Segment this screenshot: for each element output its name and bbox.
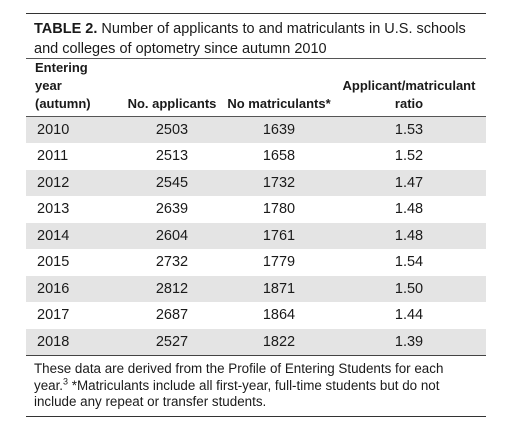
caption-text: Number of applicants to and matriculants… bbox=[34, 21, 466, 57]
matriculants-cell: 1864 bbox=[262, 307, 296, 324]
applicants-cell: 2513 bbox=[155, 148, 189, 165]
ratio-cell: 1.39 bbox=[332, 328, 486, 355]
table-row: 2016 2812 1871 1.50 bbox=[26, 275, 486, 302]
top-rule bbox=[26, 13, 486, 14]
applicants-cell: 2545 bbox=[118, 169, 226, 196]
year-cell: 2013 bbox=[37, 201, 70, 218]
applicants-cell: 2503 bbox=[118, 116, 226, 143]
table-row: 2015 2732 1779 1.54 bbox=[26, 249, 486, 276]
applicants-cell: 2732 bbox=[155, 254, 189, 271]
header-line: Applicant/matriculant bbox=[342, 78, 476, 93]
year-cell: 2014 bbox=[26, 222, 118, 249]
footnote-text: These data are derived from the Profile … bbox=[34, 361, 444, 393]
applicants-cell: 2527 bbox=[118, 328, 226, 355]
ratio-cell: 1.48 bbox=[332, 222, 486, 249]
ratio-cell: 1.48 bbox=[394, 201, 424, 218]
table-row: 2017 2687 1864 1.44 bbox=[26, 302, 486, 329]
caption-rule bbox=[26, 58, 486, 59]
table-caption: TABLE 2. Number of applicants to and mat… bbox=[26, 14, 486, 58]
footnote-reference: 3 bbox=[63, 376, 69, 387]
ratio-cell: 1.54 bbox=[394, 254, 424, 271]
data-table: Entering year (autumn) No. applicants No… bbox=[26, 59, 486, 355]
table-label: TABLE 2. bbox=[34, 21, 98, 37]
header-line: (autumn) bbox=[35, 96, 91, 111]
table-row: 2014 2604 1761 1.48 bbox=[26, 222, 486, 249]
ratio-cell: 1.50 bbox=[332, 275, 486, 302]
header-applicants: No. applicants bbox=[118, 59, 226, 117]
table-footnote: These data are derived from the Profile … bbox=[26, 356, 486, 416]
matriculants-cell: 1822 bbox=[226, 328, 332, 355]
table-figure: TABLE 2. Number of applicants to and mat… bbox=[26, 13, 486, 417]
year-cell: 2010 bbox=[26, 116, 118, 143]
ratio-cell: 1.53 bbox=[332, 116, 486, 143]
header-entering-year: Entering year (autumn) bbox=[26, 59, 118, 117]
header-line: ratio bbox=[394, 96, 424, 111]
header-matriculants: No matriculants* bbox=[226, 59, 332, 117]
matriculants-cell: 1780 bbox=[262, 201, 296, 218]
header-line: No. applicants bbox=[127, 96, 217, 111]
year-cell: 2011 bbox=[37, 148, 69, 165]
header-line: No matriculants* bbox=[227, 96, 331, 111]
matriculants-cell: 1871 bbox=[226, 275, 332, 302]
year-cell: 2012 bbox=[26, 169, 118, 196]
table-row: 2011 2513 1658 1.52 bbox=[26, 143, 486, 170]
year-cell: 2015 bbox=[37, 254, 70, 271]
bottom-rule bbox=[26, 355, 486, 356]
ratio-cell: 1.47 bbox=[332, 169, 486, 196]
matriculants-cell: 1779 bbox=[262, 254, 296, 271]
footnote-text: *Matriculants include all first-year, fu… bbox=[34, 377, 440, 410]
ratio-cell: 1.52 bbox=[394, 148, 424, 165]
applicants-cell: 2687 bbox=[155, 307, 189, 324]
header-line: Entering year bbox=[35, 60, 88, 93]
year-cell: 2018 bbox=[26, 328, 118, 355]
table-row: 2018 2527 1822 1.39 bbox=[26, 328, 486, 355]
ratio-cell: 1.44 bbox=[394, 307, 424, 324]
year-cell: 2017 bbox=[37, 307, 70, 324]
table-row: 2010 2503 1639 1.53 bbox=[26, 116, 486, 143]
applicants-cell: 2812 bbox=[118, 275, 226, 302]
applicants-cell: 2604 bbox=[118, 222, 226, 249]
matriculants-cell: 1658 bbox=[262, 148, 296, 165]
applicants-cell: 2639 bbox=[155, 201, 189, 218]
matriculants-cell: 1732 bbox=[226, 169, 332, 196]
matriculants-cell: 1761 bbox=[226, 222, 332, 249]
year-cell: 2016 bbox=[26, 275, 118, 302]
header-ratio: Applicant/matriculant ratio bbox=[332, 59, 486, 117]
final-rule bbox=[26, 416, 486, 417]
header-row: Entering year (autumn) No. applicants No… bbox=[26, 59, 486, 117]
table-row: 2013 2639 1780 1.48 bbox=[26, 196, 486, 223]
matriculants-cell: 1639 bbox=[226, 116, 332, 143]
table-row: 2012 2545 1732 1.47 bbox=[26, 169, 486, 196]
